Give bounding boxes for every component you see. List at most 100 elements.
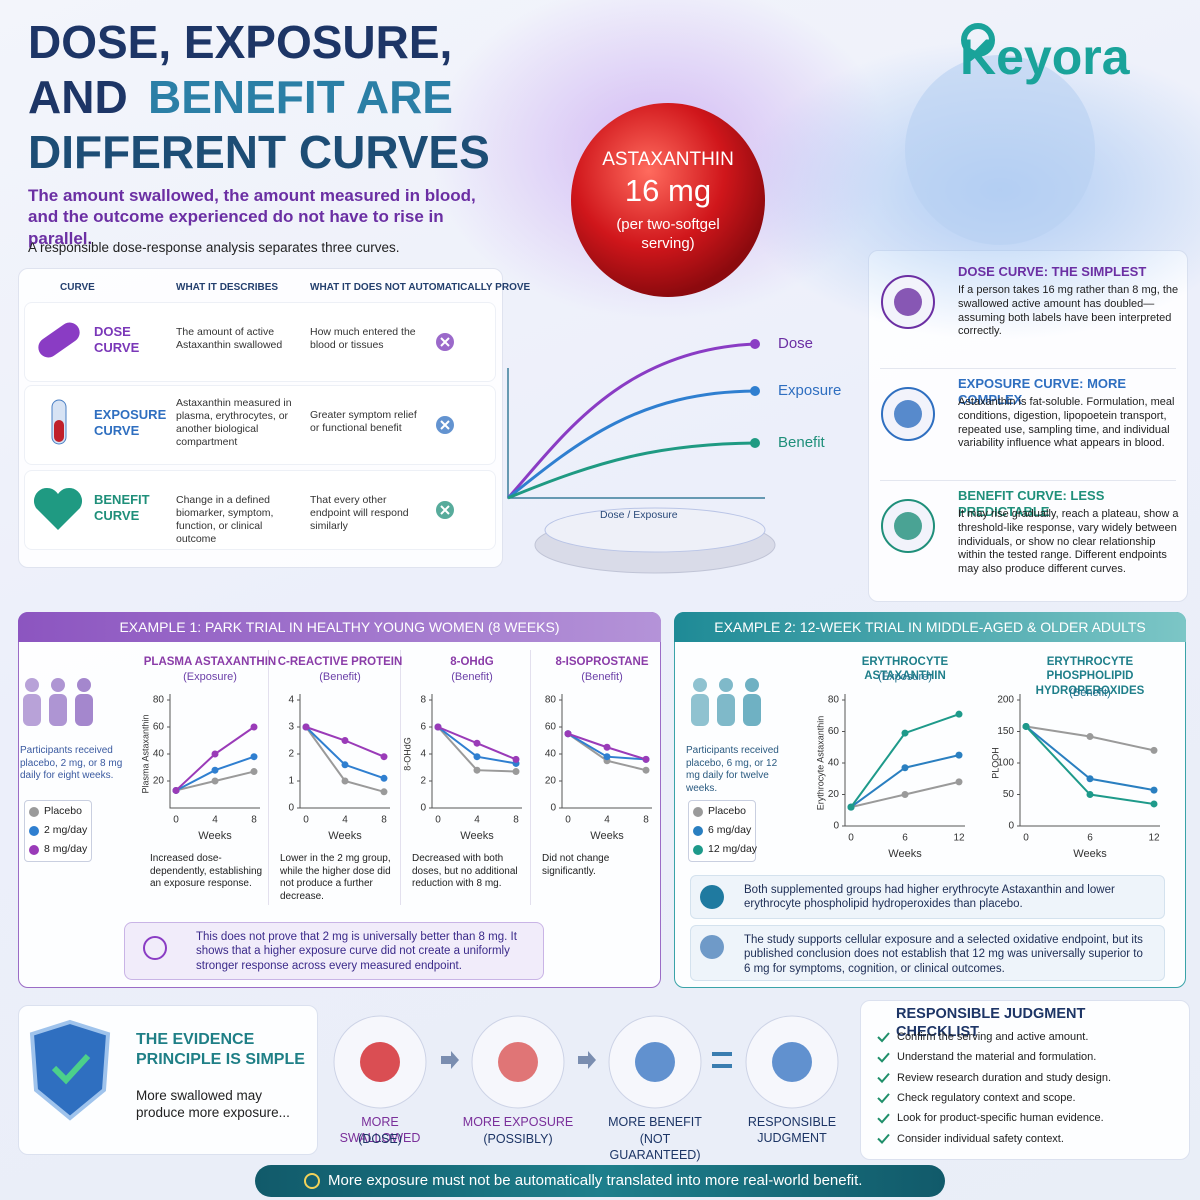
brand: Keyora	[960, 29, 1130, 85]
brand-mark	[961, 23, 995, 57]
x-tick-label: 0	[848, 833, 854, 844]
x-axis-label: Weeks	[1073, 848, 1107, 860]
card-icon-inner	[894, 512, 922, 540]
card-separator	[880, 368, 1176, 369]
title-line: BENEFIT ARE	[148, 71, 453, 123]
diagram-label: Exposure	[778, 382, 842, 399]
series-line	[437, 726, 517, 773]
series-point	[901, 791, 909, 798]
series-point	[512, 768, 520, 776]
callout-text: This does not prove that 2 mg is univers…	[196, 931, 517, 972]
legend-marker	[693, 807, 703, 817]
card-text: It may rise gradually, reach a plateau, …	[958, 508, 1179, 575]
y-tick-label: 0	[550, 803, 556, 814]
series-point	[250, 768, 258, 776]
legend-label: 2 mg/day	[44, 824, 88, 836]
chart-axis	[169, 694, 260, 809]
series-point	[380, 774, 388, 782]
y-axis-label: 8-OHdG	[402, 737, 412, 771]
table-row	[24, 385, 496, 465]
footer-bar	[255, 1165, 945, 1197]
chart-title: 8-ISOPROSTANE	[555, 656, 649, 668]
chart-subtitle: (Benefit)	[1069, 687, 1111, 699]
chart-subtitle: (Benefit)	[319, 671, 361, 683]
series-point	[380, 753, 388, 761]
y-tick-label: 150	[997, 726, 1014, 737]
x-axis-label: Weeks	[328, 830, 362, 842]
chart-axis	[431, 694, 522, 809]
person-icon	[743, 694, 761, 726]
finding-text: Both supplemented groups had higher eryt…	[744, 884, 1115, 911]
y-tick-label: 2	[420, 776, 426, 787]
principle-text: More swallowed may produce more exposure…	[136, 1088, 290, 1120]
y-tick-label: 60	[828, 726, 840, 737]
title-line: DIFFERENT CURVES	[28, 126, 490, 178]
series-point	[642, 755, 650, 763]
legend-marker	[693, 845, 703, 855]
person-icon	[691, 694, 709, 726]
chart-title: C-REACTIVE PROTEIN	[277, 656, 403, 668]
example1-title: EXAMPLE 1: PARK TRIAL IN HEALTHY YOUNG W…	[119, 619, 560, 635]
y-tick-label: 20	[153, 776, 165, 787]
row-not-prove: Greater symptom relief or functional ben…	[310, 409, 417, 435]
not-icon	[440, 337, 450, 347]
y-tick-label: 3	[288, 722, 294, 733]
chart-separator	[268, 650, 269, 905]
x-tick-label: 8	[643, 815, 649, 826]
principle-title: THE EVIDENCE PRINCIPLE IS SIMPLE	[136, 1031, 305, 1068]
y-tick-label: 40	[153, 749, 165, 760]
chart-note: Increased dose-dependently, establishing…	[150, 853, 263, 889]
series-point	[1150, 786, 1158, 794]
series-point	[211, 766, 219, 774]
series-point	[434, 723, 442, 731]
card-icon-inner	[894, 288, 922, 316]
chart-note: Did not change significantly.	[542, 853, 610, 877]
legend-label: Placebo	[44, 805, 82, 817]
y-tick-label: 0	[1008, 821, 1014, 832]
person-icon	[25, 678, 39, 692]
row-describes: Change in a defined biomarker, symptom, …	[176, 494, 274, 546]
x-tick-label: 12	[1148, 833, 1160, 844]
legend-marker	[29, 845, 39, 855]
y-tick-label: 40	[828, 758, 840, 769]
legend-label: Placebo	[708, 805, 746, 817]
checklist-item: Look for product-specific human evidence…	[897, 1112, 1104, 1125]
example1-header	[18, 612, 661, 642]
series-point	[250, 723, 258, 731]
check-icon	[877, 1052, 890, 1063]
x-tick-label: 0	[435, 815, 441, 826]
checklist-panel	[860, 1000, 1190, 1160]
series-point	[473, 766, 481, 774]
bulb-icon	[143, 936, 167, 960]
x-axis-label: Weeks	[460, 830, 494, 842]
finding-icon	[700, 935, 724, 959]
y-tick-label: 80	[153, 695, 165, 706]
row-describes: The amount of active Astaxanthin swallow…	[176, 326, 283, 352]
title-line: DOSE, EXPOSURE,	[28, 16, 453, 68]
legend-label: 6 mg/day	[708, 824, 752, 836]
shield-check	[51, 1053, 91, 1085]
example2-header	[674, 612, 1186, 642]
x-axis-label: Weeks	[590, 830, 624, 842]
y-tick-label: 60	[153, 722, 165, 733]
table-row	[24, 302, 496, 382]
x-tick-label: 6	[902, 833, 908, 844]
flow-label: MORE SWALLOWED	[339, 1115, 421, 1145]
flow-arrow	[578, 1051, 596, 1069]
footer-bulb	[304, 1173, 320, 1189]
person-icon	[23, 694, 41, 726]
x-tick-label: 4	[342, 815, 348, 826]
chart-subtitle: (Benefit)	[451, 671, 493, 683]
flow-arrow	[441, 1051, 459, 1069]
y-tick-label: 100	[997, 758, 1014, 769]
x-tick-label: 6	[1087, 833, 1093, 844]
finding-row	[690, 875, 1165, 919]
chart-subtitle: (Exposure)	[878, 671, 932, 683]
heart-icon	[33, 487, 83, 530]
table-header: WHAT IT DESCRIBES	[176, 282, 279, 293]
table-header: CURVE	[60, 282, 95, 293]
series-point	[473, 739, 481, 747]
series-point	[1022, 722, 1030, 730]
chart-note: Decreased with both doses, but no additi…	[412, 853, 518, 889]
